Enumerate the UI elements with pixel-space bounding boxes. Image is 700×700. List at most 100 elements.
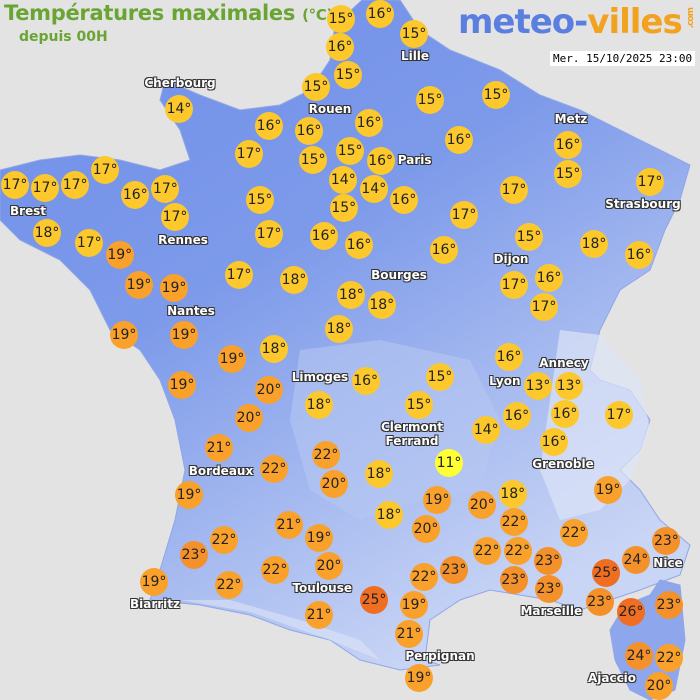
temperature-marker[interactable]: 19° xyxy=(160,274,188,303)
temperature-marker[interactable]: 17° xyxy=(31,174,60,203)
temperature-marker[interactable]: 19° xyxy=(140,567,168,596)
temperature-marker[interactable]: 17° xyxy=(255,220,283,248)
temperature-marker[interactable]: 17° xyxy=(75,229,104,257)
temperature-marker[interactable]: 22° xyxy=(503,536,532,565)
temperature-marker[interactable]: 17° xyxy=(161,203,189,232)
temperature-marker[interactable]: 22° xyxy=(215,571,243,599)
temperature-marker[interactable]: 16° xyxy=(366,0,394,28)
temperature-marker[interactable]: 20° xyxy=(255,375,283,404)
temperature-marker[interactable]: 20° xyxy=(468,491,497,519)
temperature-marker[interactable]: 17° xyxy=(500,271,528,299)
temperature-marker[interactable]: 22° xyxy=(410,563,438,592)
temperature-marker[interactable]: 19° xyxy=(175,481,203,509)
temperature-marker[interactable]: 14° xyxy=(359,175,388,204)
temperature-marker[interactable]: 17° xyxy=(530,292,558,321)
temperature-marker[interactable]: 22° xyxy=(260,455,288,483)
temperature-marker[interactable]: 15° xyxy=(302,73,330,102)
temperature-marker[interactable]: 20° xyxy=(235,404,263,433)
temperature-marker[interactable]: 16° xyxy=(389,186,418,214)
temperature-marker[interactable]: 18° xyxy=(305,391,333,419)
temperature-marker[interactable]: 18° xyxy=(260,335,288,363)
temperature-marker[interactable]: 19° xyxy=(305,523,333,552)
temperature-marker[interactable]: 21° xyxy=(275,511,303,539)
temperature-marker[interactable]: 13° xyxy=(524,371,553,400)
temperature-marker[interactable]: 15° xyxy=(426,362,454,391)
temperature-marker[interactable]: 16° xyxy=(540,428,568,457)
temperature-marker[interactable]: 22° xyxy=(312,441,340,470)
temperature-marker[interactable]: 15° xyxy=(554,160,582,188)
temperature-marker[interactable]: 16° xyxy=(255,111,283,140)
temperature-marker[interactable]: 16° xyxy=(502,401,531,430)
temperature-marker[interactable]: 19° xyxy=(170,321,198,349)
temperature-marker[interactable]: 17° xyxy=(1,171,29,199)
temperature-marker[interactable]: 25° xyxy=(591,559,620,588)
temperature-marker[interactable]: 20° xyxy=(320,469,348,498)
temperature-marker[interactable]: 21° xyxy=(395,619,423,648)
temperature-marker[interactable]: 16° xyxy=(295,117,323,146)
temperature-marker[interactable]: 23° xyxy=(180,541,208,569)
temperature-marker[interactable]: 18° xyxy=(280,266,308,294)
temperature-marker[interactable]: 19° xyxy=(218,345,246,373)
temperature-marker[interactable]: 18° xyxy=(337,281,366,309)
temperature-marker[interactable]: 14° xyxy=(329,165,358,194)
temperature-marker[interactable]: 15° xyxy=(416,86,444,114)
temperature-marker[interactable]: 14° xyxy=(472,416,501,444)
temperature-marker[interactable]: 19° xyxy=(405,664,433,693)
temperature-marker[interactable]: 20° xyxy=(412,514,440,543)
temperature-marker[interactable]: 23° xyxy=(652,526,681,555)
temperature-marker[interactable]: 21° xyxy=(305,601,333,629)
temperature-marker[interactable]: 11° xyxy=(435,449,463,478)
temperature-marker[interactable]: 17° xyxy=(151,174,180,203)
temperature-marker[interactable]: 15° xyxy=(400,20,428,48)
temperature-marker[interactable]: 16° xyxy=(535,264,563,293)
temperature-marker[interactable]: 23° xyxy=(655,591,683,619)
temperature-marker[interactable]: 15° xyxy=(299,145,328,174)
temperature-marker[interactable]: 17° xyxy=(605,401,633,429)
temperature-marker[interactable]: 16° xyxy=(345,231,373,259)
temperature-marker[interactable]: 16° xyxy=(326,32,354,61)
temperature-marker[interactable]: 16° xyxy=(430,236,458,264)
temperature-marker[interactable]: 16° xyxy=(551,400,579,429)
temperature-marker[interactable]: 19° xyxy=(110,321,138,349)
temperature-marker[interactable]: 16° xyxy=(445,126,473,154)
temperature-marker[interactable]: 14° xyxy=(165,95,193,123)
temperature-marker[interactable]: 16° xyxy=(495,343,523,372)
temperature-marker[interactable]: 15° xyxy=(336,137,365,166)
temperature-marker[interactable]: 19° xyxy=(125,271,153,299)
temperature-marker[interactable]: 15° xyxy=(405,390,433,419)
temperature-marker[interactable]: 13° xyxy=(555,371,583,400)
temperature-marker[interactable]: 16° xyxy=(366,146,395,175)
temperature-marker[interactable]: 17° xyxy=(61,171,90,199)
temperature-marker[interactable]: 18° xyxy=(580,230,608,258)
temperature-marker[interactable]: 18° xyxy=(498,480,527,508)
temperature-marker[interactable]: 17° xyxy=(636,167,664,196)
temperature-marker[interactable]: 18° xyxy=(367,291,396,319)
temperature-marker[interactable]: 19° xyxy=(400,591,428,620)
temperature-marker[interactable]: 22° xyxy=(560,518,588,547)
temperature-marker[interactable]: 19° xyxy=(594,476,622,504)
temperature-marker[interactable]: 15° xyxy=(329,194,358,223)
temperature-marker[interactable]: 23° xyxy=(585,587,614,616)
temperature-marker[interactable]: 18° xyxy=(365,460,393,488)
temperature-marker[interactable]: 15° xyxy=(515,222,543,251)
temperature-marker[interactable]: 22° xyxy=(260,556,289,584)
temperature-marker[interactable]: 17° xyxy=(500,176,528,204)
temperature-marker[interactable]: 15° xyxy=(482,81,510,109)
temperature-marker[interactable]: 16° xyxy=(355,109,383,138)
temperature-marker[interactable]: 17° xyxy=(91,156,120,184)
temperature-marker[interactable]: 22° xyxy=(500,508,528,537)
temperature-marker[interactable]: 19° xyxy=(423,486,451,515)
temperature-marker[interactable]: 16° xyxy=(310,222,338,251)
temperature-marker[interactable]: 23° xyxy=(499,566,528,594)
temperature-marker[interactable]: 16° xyxy=(625,241,653,269)
temperature-marker[interactable]: 22° xyxy=(655,643,683,672)
temperature-marker[interactable]: 26° xyxy=(617,598,645,626)
temperature-marker[interactable]: 17° xyxy=(450,201,478,229)
temperature-marker[interactable]: 20° xyxy=(315,551,343,580)
temperature-marker[interactable]: 21° xyxy=(205,434,233,463)
temperature-marker[interactable]: 23° xyxy=(535,575,563,604)
temperature-marker[interactable]: 15° xyxy=(327,4,355,33)
temperature-marker[interactable]: 25° xyxy=(360,586,388,614)
temperature-marker[interactable]: 20° xyxy=(645,672,673,700)
temperature-marker[interactable]: 18° xyxy=(375,501,403,529)
